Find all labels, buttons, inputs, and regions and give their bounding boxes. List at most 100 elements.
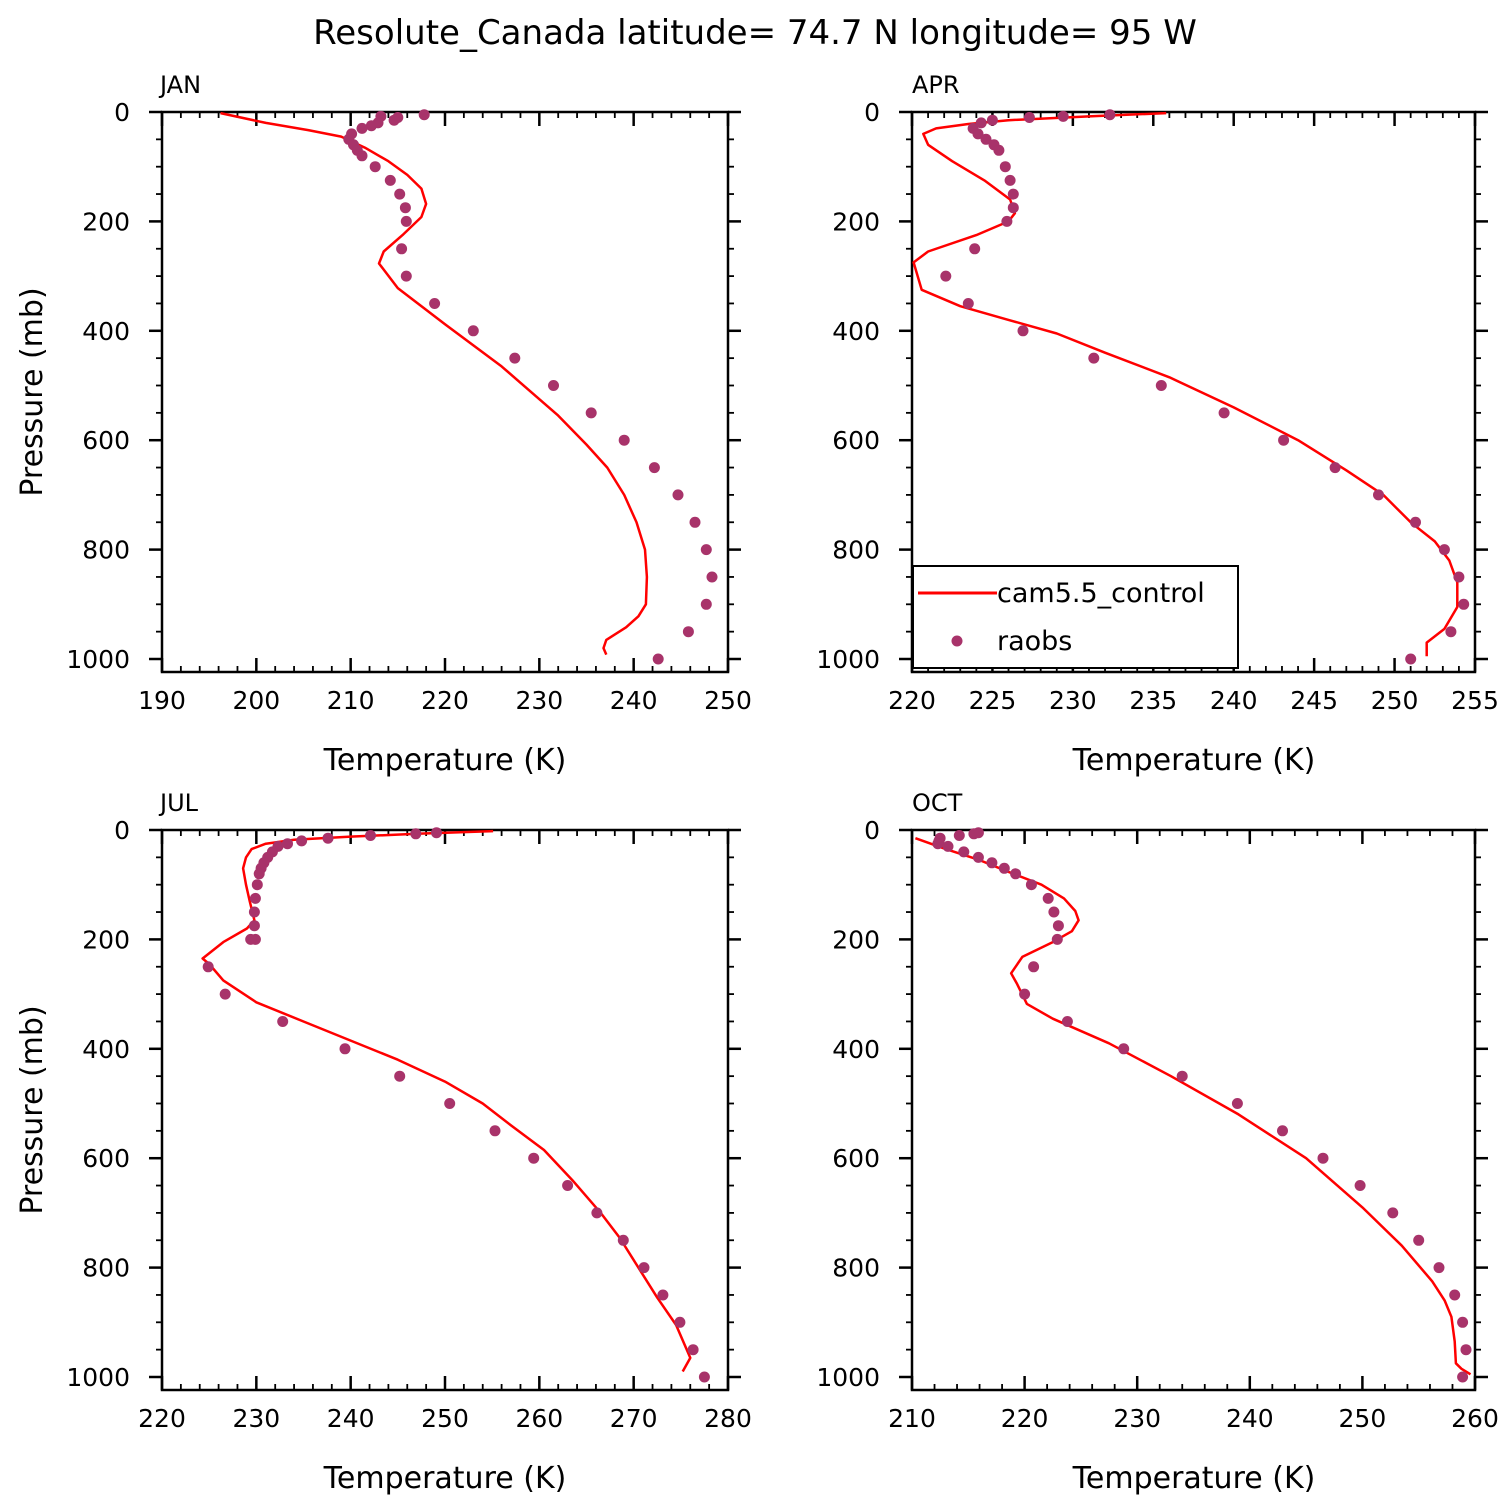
obs-point-oct (1176, 1070, 1188, 1082)
x-tick-label: 220 (421, 686, 469, 715)
obs-point-jul (528, 1152, 540, 1164)
obs-point-jan (356, 122, 368, 134)
x-tick-label: 260 (515, 1404, 563, 1433)
obs-point-apr (975, 117, 987, 129)
obs-point-oct (1413, 1234, 1425, 1246)
legend: cam5.5_control raobs (912, 565, 1239, 669)
obs-point-jan (648, 462, 660, 474)
obs-point-oct (958, 846, 970, 858)
x-axis-label-jan: Temperature (K) (323, 743, 567, 778)
y-axis-label-jul: Pressure (mb) (15, 1005, 50, 1214)
x-tick-label: 240 (327, 1404, 375, 1433)
obs-point-apr (1017, 325, 1029, 337)
x-tick-label: 250 (421, 1404, 469, 1433)
obs-point-apr (1001, 215, 1013, 227)
x-tick-label: 240 (1226, 1404, 1274, 1433)
y-axis-label-jan: Pressure (mb) (15, 287, 50, 496)
obs-point-jul (253, 868, 265, 880)
obs-point-jul (219, 988, 231, 1000)
x-tick-label: 250 (1339, 1404, 1387, 1433)
obs-point-jan (652, 653, 664, 665)
obs-point-jul (687, 1344, 699, 1356)
obs-point-oct (998, 862, 1010, 874)
obs-point-jan (700, 544, 712, 556)
y-tick-label: 1000 (816, 645, 880, 674)
y-tick-label: 600 (832, 1144, 880, 1173)
x-axis-label-jul: Temperature (K) (323, 1461, 567, 1496)
x-axis-label-oct: Temperature (K) (1072, 1461, 1316, 1496)
legend-dot-swatch (951, 635, 963, 647)
figure-title: Resolute_Canada latitude= 74.7 N longitu… (313, 13, 1197, 53)
x-tick-label: 200 (232, 686, 280, 715)
obs-point-jan (689, 516, 701, 528)
x-tick-label: 190 (138, 686, 186, 715)
x-tick-label: 245 (1290, 686, 1338, 715)
obs-point-oct (1025, 879, 1037, 891)
x-tick-label: 240 (1210, 686, 1258, 715)
obs-point-oct (1433, 1262, 1445, 1274)
obs-point-jul (277, 1016, 289, 1027)
panel-label-apr: APR (912, 71, 960, 99)
x-tick-label: 250 (1371, 686, 1419, 715)
obs-point-jul (296, 835, 308, 847)
obs-point-oct (1052, 920, 1064, 932)
obs-point-apr (1155, 380, 1167, 391)
obs-point-apr (1023, 112, 1035, 123)
panel-oct: OCT Temperature (K) 210 220 230 240 250 260 0 2… (816, 789, 1498, 1496)
obs-point-jul (248, 906, 260, 918)
obs-point-jan (618, 434, 630, 446)
obs-point-jul (562, 1180, 574, 1191)
obs-point-oct (1019, 988, 1031, 1000)
x-tick-label: 230 (1049, 686, 1097, 715)
obs-point-apr (1104, 109, 1116, 121)
obs-point-apr (1438, 544, 1450, 556)
obs-point-jul (282, 838, 293, 850)
panel-jan: JAN Temperature (K) Pressure (mb) 190 200… (15, 71, 752, 778)
obs-point-apr (1007, 202, 1019, 214)
y-tick-label: 1000 (816, 1363, 880, 1392)
obs-point-jan (548, 380, 559, 391)
y-tick-label: 200 (832, 207, 880, 236)
obs-point-oct (1051, 933, 1063, 945)
obs-point-jul (322, 832, 334, 844)
model-line-jul (201, 829, 692, 1373)
obs-point-oct (1317, 1152, 1329, 1164)
obs-point-jan (672, 489, 684, 501)
x-tick-label: 280 (704, 1404, 752, 1433)
obs-point-oct (932, 838, 944, 850)
obs-point-jul (339, 1043, 351, 1055)
obs-point-apr (980, 133, 992, 145)
obs-point-apr (1373, 489, 1384, 501)
plot-frame-oct (910, 828, 1477, 1392)
obs-point-jan (429, 298, 441, 309)
panel-apr: APR Temperature (K) 220 225 230 235 240 245 25… (816, 71, 1498, 778)
obs-point-oct (1042, 892, 1054, 904)
obs-point-oct (1277, 1125, 1288, 1137)
x-tick-label: 210 (888, 1404, 936, 1433)
obs-point-jul (638, 1262, 650, 1274)
obs-point-apr (1088, 352, 1100, 364)
obs-point-jul (617, 1234, 629, 1246)
x-tick-label: 240 (610, 686, 658, 715)
obs-point-jan (400, 270, 412, 282)
panel-label-jan: JAN (158, 71, 201, 99)
obs-point-apr (1458, 598, 1470, 610)
obs-point-jan (396, 243, 408, 255)
y-tick-label: 200 (832, 925, 880, 954)
y-tick-label: 800 (832, 536, 880, 565)
plot-frame-apr (910, 110, 1477, 674)
legend-obs-label: raobs (997, 626, 1072, 657)
obs-point-oct (1010, 868, 1022, 880)
y-tick-label: 0 (864, 98, 880, 127)
obs-point-jan (418, 109, 430, 121)
obs-point-apr (1410, 516, 1421, 528)
y-tick-label: 200 (82, 925, 130, 954)
x-tick-label: 230 (1113, 1404, 1161, 1433)
x-tick-label: 270 (610, 1404, 658, 1433)
obs-point-apr (1453, 571, 1465, 583)
y-tick-label: 800 (82, 536, 130, 565)
obs-point-jan (369, 161, 381, 173)
obs-point-jul (489, 1125, 501, 1137)
obs-point-jul (444, 1098, 456, 1109)
